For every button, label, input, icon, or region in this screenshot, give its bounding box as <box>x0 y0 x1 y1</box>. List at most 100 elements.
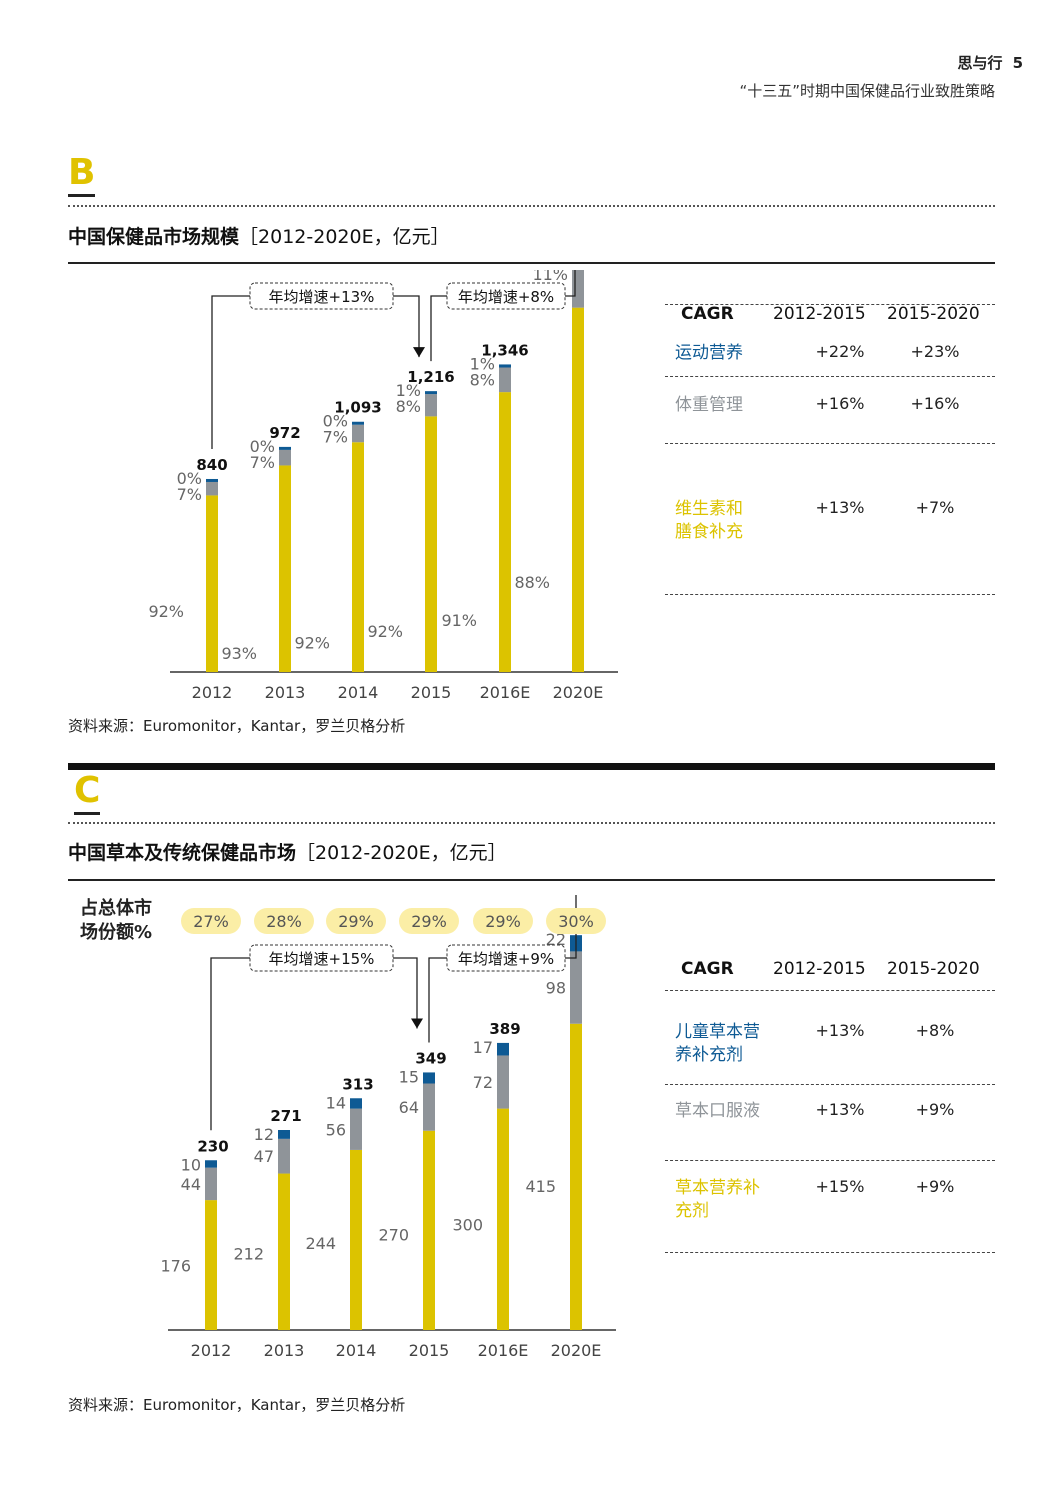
share-label-yellow: 88% <box>514 573 550 592</box>
bar-segment-gray <box>278 1138 290 1174</box>
cagr-value-2012-2015: +13% <box>815 1021 865 1040</box>
total-label: 1,346 <box>481 341 528 359</box>
bar-segment-gray <box>350 1108 362 1150</box>
section-c-letter: C <box>74 770 101 815</box>
bar-segment-gray <box>570 951 582 1024</box>
value-label-yellow: 300 <box>452 1215 483 1234</box>
bar-segment-blue <box>350 1098 362 1109</box>
bar-segment-blue <box>278 1130 290 1139</box>
category-label: 2013 <box>264 1341 305 1360</box>
cagr-row-name-line: 充剂 <box>675 1201 709 1221</box>
cagr-value-2012-2015: +22% <box>815 342 865 361</box>
share-label-blue: 1% <box>396 381 421 400</box>
bar-segment-gray <box>497 1055 509 1109</box>
section-b-title: 中国保健品市场规模［2012-2020E，亿元］ <box>68 222 450 249</box>
growth-annotation-1-text: 年均增速+15% <box>269 950 375 968</box>
section-c-dotted-divider <box>68 822 995 824</box>
header-subtitle: “十三五”时期中国保健品行业致胜策略 <box>739 82 995 100</box>
cagr-value-2015-2020: +23% <box>910 342 960 361</box>
total-label: 1,216 <box>407 368 454 386</box>
total-label: 271 <box>270 1107 301 1125</box>
cagr-header-label: CAGR <box>681 959 734 979</box>
cagr-value-2015-2020: +9% <box>915 1177 955 1196</box>
cagr-row-name-line: 草本营养补 <box>675 1178 760 1198</box>
bar-segment-blue <box>205 1160 217 1168</box>
growth-annotation-1-line-left <box>211 295 250 449</box>
section-b-title-unit: ［2012-2020E，亿元］ <box>239 226 450 248</box>
share-label-gray: 7% <box>323 428 348 447</box>
bar-segment-yellow <box>499 392 511 672</box>
value-label-yellow: 244 <box>305 1234 336 1253</box>
bar-segment-yellow <box>423 1130 435 1330</box>
cagr-value-2012-2015: +15% <box>815 1177 865 1196</box>
share-label-gray: 8% <box>396 397 421 416</box>
bar-segment-gray <box>279 449 291 466</box>
section-b-title-main: 中国保健品市场规模 <box>68 226 240 248</box>
category-label: 2015 <box>411 683 452 702</box>
cagr-table-b: CAGR 2012-2015 2015-2020 运动营养 +22% +23% 体重管理 +1… <box>665 300 995 600</box>
cagr-row-name-line: 运动营养 <box>675 343 743 363</box>
growth-annotation-1-line-right <box>393 295 420 358</box>
share-label-gray: 11% <box>532 270 568 284</box>
category-label: 2014 <box>338 683 379 702</box>
category-label: 2015 <box>409 1341 450 1360</box>
cagr-row-divider <box>665 1160 995 1161</box>
total-label: 349 <box>415 1049 446 1067</box>
share-pill <box>546 908 606 934</box>
total-label: 1,093 <box>334 399 381 417</box>
share-label-line-2: 场份额% <box>80 922 153 943</box>
cagr-row-name-line: 体重管理 <box>675 395 743 415</box>
growth-annotation-1-box <box>249 282 394 310</box>
cagr-row-divider <box>665 990 995 991</box>
total-label: 840 <box>196 456 227 474</box>
share-pill <box>473 908 533 934</box>
value-label-blue: 15 <box>399 1067 419 1086</box>
value-label-blue: 12 <box>254 1125 274 1144</box>
total-label: 972 <box>269 424 300 442</box>
growth-annotation-2-box <box>446 282 566 310</box>
bar-segment-blue <box>423 1072 435 1084</box>
share-pill-text: 29% <box>338 912 374 931</box>
growth-annotation-1-box <box>249 944 394 972</box>
share-label-yellow: 92% <box>367 622 403 641</box>
share-pill <box>326 908 386 934</box>
growth-annotation-2-line-left <box>430 295 447 362</box>
bar-segment-yellow <box>497 1108 509 1330</box>
bar-segment-gray <box>205 1167 217 1201</box>
cagr-table-c: CAGR 2012-2015 2015-2020 儿童草本营 养补充剂 +13% +8% 草本… <box>665 955 995 1255</box>
share-pill <box>181 908 241 934</box>
cagr-header-period-1: 2012-2015 <box>773 304 866 324</box>
share-pill-text: 28% <box>266 912 302 931</box>
cagr-value-2015-2020: +7% <box>915 498 955 517</box>
category-label: 2014 <box>336 1341 377 1360</box>
cagr-row-name-line: 膳食补充 <box>675 522 743 542</box>
cagr-row-name: 草本口服液 <box>675 1100 760 1123</box>
value-label-blue: 17 <box>473 1038 493 1057</box>
value-label-gray: 72 <box>473 1073 493 1092</box>
section-c-source: 资料来源：Euromonitor，Kantar，罗兰贝格分析 <box>68 1396 406 1414</box>
cagr-row-divider <box>665 304 995 305</box>
bar-segment-blue <box>352 421 364 425</box>
share-label-gray: 7% <box>250 453 275 472</box>
category-label: 2020E <box>553 683 604 702</box>
bar-segment-blue <box>279 446 291 450</box>
bar-segment-yellow <box>279 465 291 672</box>
bar-segment-yellow <box>352 442 364 672</box>
cagr-header-period-1: 2012-2015 <box>773 959 866 979</box>
bar-segment-yellow <box>206 495 218 672</box>
share-label-yellow: 91% <box>441 611 477 630</box>
cagr-header-period-2: 2015-2020 <box>887 959 980 979</box>
bar-segment-yellow <box>425 416 437 672</box>
cagr-row-divider <box>665 1084 995 1085</box>
cagr-value-2015-2020: +8% <box>915 1021 955 1040</box>
section-c-top-rule <box>68 763 995 770</box>
section-b-source: 资料来源：Euromonitor，Kantar，罗兰贝格分析 <box>68 717 406 735</box>
bar-segment-yellow <box>205 1200 217 1330</box>
cagr-row-name: 体重管理 <box>675 394 743 417</box>
cagr-row-name-line: 维生素和 <box>675 499 743 519</box>
bar-segment-gray <box>572 270 584 308</box>
cagr-value-2012-2015: +16% <box>815 394 865 413</box>
cagr-value-2015-2020: +9% <box>915 1100 955 1119</box>
bar-segment-yellow <box>350 1149 362 1330</box>
bar-segment-gray <box>425 394 437 417</box>
